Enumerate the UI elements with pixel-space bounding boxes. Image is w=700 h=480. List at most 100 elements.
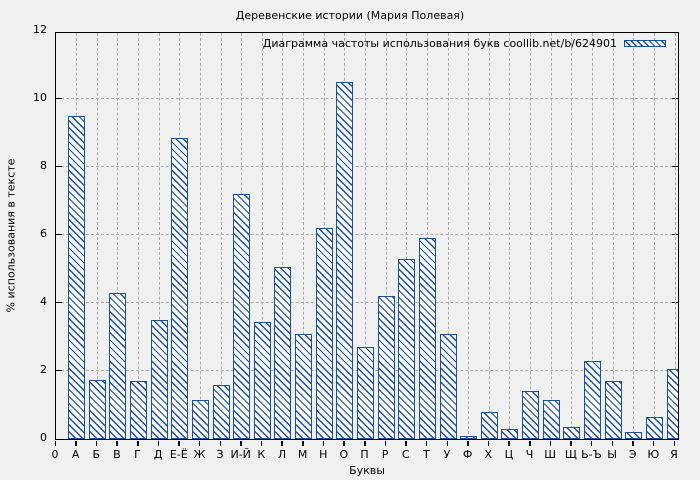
x-gridline (282, 33, 284, 439)
y-tick-label: 12 (33, 22, 47, 36)
x-tick-label: И-Й (230, 448, 251, 461)
x-tickmark (281, 441, 283, 446)
x-tickmark (219, 441, 222, 446)
bar-Щ (563, 427, 581, 439)
x-gridline (509, 33, 511, 439)
bar-Ь-Ъ (583, 360, 601, 439)
bar-Х (480, 411, 498, 439)
x-gridline (653, 33, 655, 439)
x-tickmark (384, 441, 387, 446)
bar-О (336, 82, 354, 439)
x-tickmark (467, 441, 469, 446)
y-tickmark-left (56, 233, 62, 235)
bar-М (295, 333, 313, 439)
chart-title: Деревенские истории (Мария Полевая) (235, 9, 465, 22)
bar-Л (274, 267, 292, 439)
bar-П (357, 347, 374, 439)
x-gridline (674, 33, 676, 439)
x-gridline (199, 33, 201, 439)
bar-Ы (604, 381, 622, 439)
x-tick-label: Ц (504, 448, 514, 461)
x-gridline (138, 33, 140, 439)
y-tick-label: 0 (40, 430, 47, 444)
x-tick-label: Э (628, 448, 637, 461)
bar-Б (88, 379, 106, 439)
bar-А (68, 116, 86, 439)
x-gridline (406, 33, 408, 439)
x-tickmark (405, 441, 407, 446)
x-tick-label: М (297, 448, 308, 461)
x-tick-label: Д (153, 448, 163, 461)
bar-В (109, 292, 127, 439)
x-tickmark (302, 441, 304, 446)
y-tick-label: 10 (33, 90, 47, 104)
x-tick-label: Ы (607, 448, 617, 461)
legend: Диаграмма частоты использования букв coo… (263, 37, 666, 50)
y-tick-label: 2 (40, 362, 47, 376)
x-tick-label: Ф (462, 448, 473, 461)
x-tick-label: У (443, 448, 451, 461)
y-gridline (56, 302, 678, 303)
x-gridline (591, 33, 593, 439)
x-tickmark (446, 441, 449, 446)
x-tick-label: Л (277, 448, 287, 461)
x-tick-label: С (401, 448, 410, 461)
x-tick-label: Щ (564, 448, 577, 461)
bar-Ю (645, 416, 663, 439)
bar-Ш (542, 399, 560, 439)
bar-Т (418, 238, 436, 439)
x-tick-label: Г (134, 448, 141, 461)
legend-label: Диаграмма частоты использования букв coo… (262, 37, 617, 50)
x-tickmark (632, 441, 634, 446)
y-tick-label: 6 (40, 226, 47, 240)
x-tick-label: Т (423, 448, 430, 461)
x-gridline (612, 33, 614, 439)
x-tick-label: Ч (525, 448, 534, 461)
x-gridline (117, 33, 119, 439)
x-gridline (158, 33, 160, 439)
x-tickmark (116, 441, 118, 446)
bar-И-Й (233, 194, 251, 439)
x-tickmark (198, 441, 201, 446)
x-tickmark (54, 441, 56, 446)
y-tickmark-left (56, 369, 62, 371)
bar-Р (377, 296, 395, 439)
y-tickmark-left (56, 97, 62, 99)
x-tickmark (487, 441, 490, 446)
x-tickmark (343, 441, 345, 446)
y-tick-label: 4 (40, 294, 47, 308)
y-gridline (56, 166, 678, 167)
bar-Ч (522, 391, 540, 439)
bar-Н (315, 228, 333, 439)
bar-Э (625, 432, 643, 439)
x-axis-title: Буквы (349, 464, 385, 477)
x-tickmark (652, 441, 655, 446)
bar-У (439, 333, 457, 439)
x-tickmark (549, 441, 552, 446)
plot-area: Диаграмма частоты использования букв coo… (55, 32, 679, 440)
x-tick-label: А (71, 448, 80, 461)
x-gridline (96, 33, 98, 439)
x-tick-label: Ж (193, 448, 206, 461)
x-gridline (633, 33, 635, 439)
y-tick-label: 8 (40, 158, 47, 172)
bar-Е-Ё (171, 138, 189, 439)
y-gridline (56, 98, 678, 99)
x-tickmark (95, 441, 98, 446)
x-tickmark (322, 441, 325, 446)
x-tick-label: Р (381, 448, 389, 461)
bar-Я (666, 369, 678, 439)
x-tick-label: З (216, 448, 224, 461)
x-gridline (220, 33, 222, 439)
x-gridline (550, 33, 552, 439)
x-origin-label: 0 (51, 448, 59, 461)
x-gridline (365, 33, 366, 439)
x-gridline (303, 33, 305, 439)
bar-З (212, 384, 230, 439)
x-gridline (261, 33, 263, 439)
bar-Г (130, 381, 148, 439)
bar-С (398, 258, 416, 439)
y-tickmark-left (56, 165, 62, 167)
x-tickmark (508, 441, 510, 446)
